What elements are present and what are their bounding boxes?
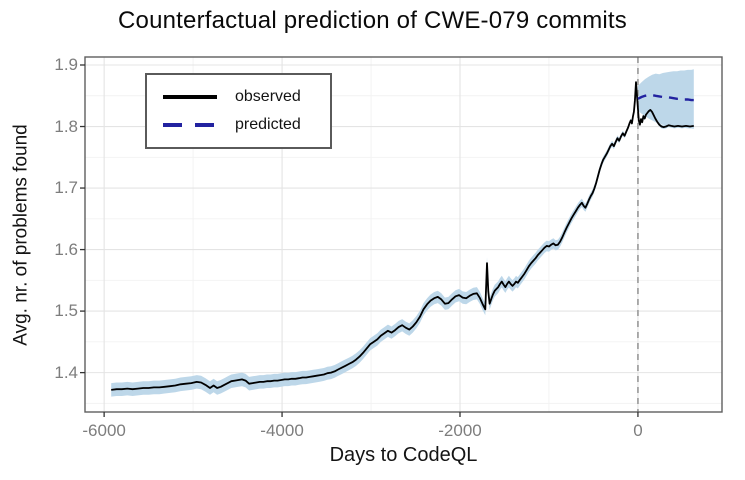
y-tick-label: 1.5: [54, 301, 78, 321]
y-tick-label: 1.8: [54, 116, 78, 136]
x-tick-label: -2000: [438, 421, 482, 440]
y-axis-label-wrap: Avg. nr. of problems found: [0, 57, 44, 412]
y-tick-label: 1.9: [54, 54, 78, 74]
observed-line-sample: [163, 95, 217, 99]
x-tick-label: 0: [633, 421, 643, 440]
y-tick-label: 1.7: [54, 178, 78, 198]
predicted-line-sample: [163, 123, 217, 127]
chart-title: Counterfactual prediction of CWE-079 com…: [117, 7, 627, 34]
legend-label-observed: observed: [235, 88, 301, 105]
x-tick-label: -4000: [260, 421, 304, 440]
y-tick-label: 1.6: [54, 239, 78, 259]
y-tick-label: 1.4: [54, 362, 78, 382]
legend-item-observed: observed: [147, 83, 330, 111]
x-tick-label: -6000: [82, 421, 126, 440]
y-axis-label: Avg. nr. of problems found: [11, 123, 33, 346]
x-axis-label: Days to CodeQL: [329, 444, 478, 466]
legend-item-predicted: predicted: [147, 111, 330, 139]
legend-label-predicted: predicted: [235, 116, 301, 133]
legend: observed predicted: [145, 73, 332, 149]
